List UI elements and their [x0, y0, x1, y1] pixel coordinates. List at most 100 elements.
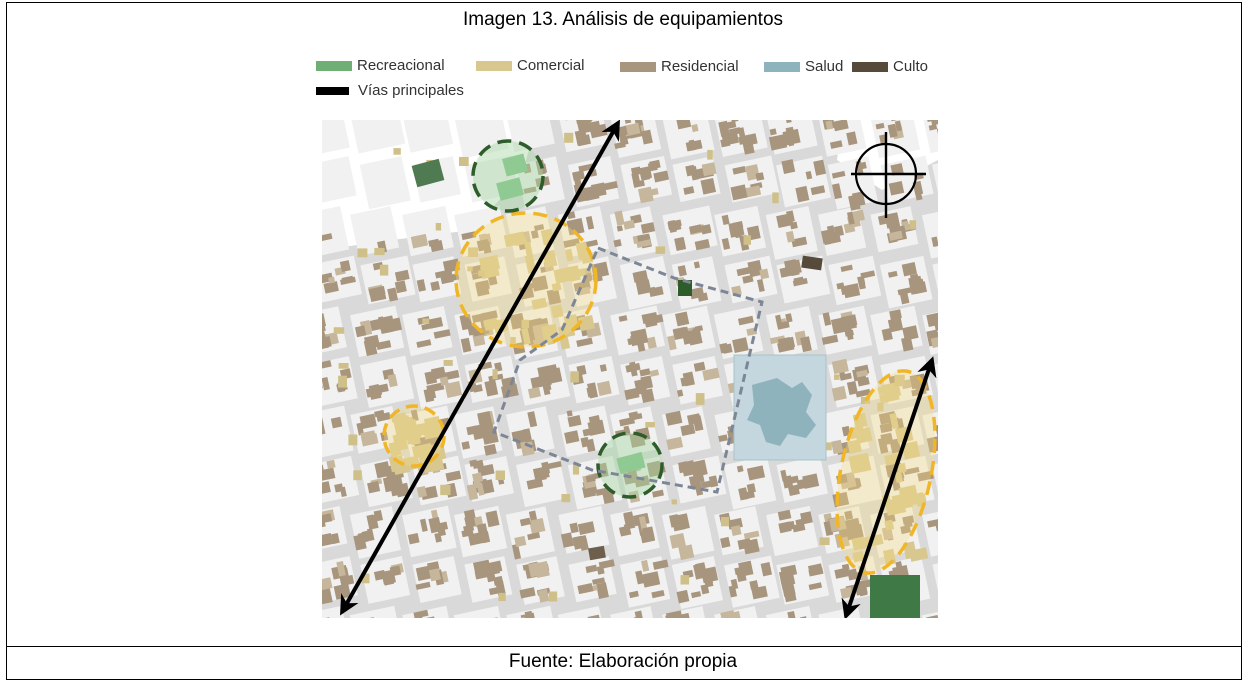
building-footprint [887, 270, 898, 278]
commercial-footprint [338, 363, 349, 369]
building-footprint [638, 166, 653, 180]
building-footprint [641, 129, 653, 145]
building-footprint [328, 276, 336, 284]
building-footprint [808, 582, 823, 591]
legend-label-salud: Salud [805, 58, 844, 75]
commercial-footprint [564, 132, 574, 143]
building-footprint [932, 331, 938, 339]
legend-swatch-residencial [620, 61, 656, 72]
building-footprint [742, 139, 755, 155]
building-footprint [323, 281, 339, 294]
figure-frame [6, 2, 1242, 680]
commercial-footprint [909, 220, 917, 230]
commercial-footprint [680, 575, 690, 585]
building-footprint [718, 120, 730, 138]
building-footprint [529, 518, 546, 534]
city-block [672, 355, 723, 405]
building-footprint [640, 388, 655, 403]
legend-swatch-culto [852, 61, 888, 72]
building-footprint [846, 211, 855, 225]
building-footprint [742, 274, 754, 284]
building-footprint [792, 277, 808, 287]
building-footprint [683, 186, 695, 195]
building-footprint [888, 230, 903, 241]
building-footprint [619, 416, 636, 427]
building-footprint [833, 225, 845, 237]
building-footprint [781, 159, 796, 174]
building-footprint [637, 186, 654, 204]
building-footprint [810, 185, 826, 196]
building-footprint [787, 484, 800, 497]
building-footprint [897, 286, 915, 296]
building-footprint [682, 371, 695, 387]
building-footprint [805, 170, 813, 180]
city-block [879, 255, 933, 309]
building-footprint [679, 612, 691, 618]
building-footprint [720, 138, 731, 148]
building-footprint [700, 224, 712, 235]
building-footprint [689, 224, 703, 234]
building-footprint [666, 436, 684, 451]
building-footprint [700, 178, 717, 195]
building-footprint [768, 134, 788, 151]
building-footprint [787, 137, 795, 147]
building-footprint [821, 334, 839, 345]
commercial-footprint [374, 247, 385, 256]
building-footprint [744, 185, 762, 198]
building-footprint [728, 585, 738, 598]
commercial-footprint [379, 264, 389, 276]
legend-item-culto: Culto [852, 58, 928, 75]
building-footprint [890, 163, 904, 176]
building-footprint [641, 559, 650, 572]
building-footprint [634, 610, 644, 618]
building-footprint [700, 584, 710, 595]
building-footprint [831, 439, 844, 455]
building-footprint [690, 591, 702, 599]
building-footprint [322, 377, 330, 391]
building-footprint [650, 188, 659, 196]
building-footprint [674, 311, 690, 327]
building-footprint [721, 237, 731, 250]
equipment-analysis-map [322, 120, 938, 618]
building-footprint [322, 360, 332, 369]
building-footprint [334, 483, 344, 493]
building-footprint [928, 124, 938, 131]
building-footprint [623, 120, 632, 124]
building-footprint [813, 159, 827, 176]
map-legend: Recreacional Comercial Residencial Salud… [0, 0, 1246, 110]
commercial-footprint [393, 148, 401, 155]
building-footprint [749, 580, 759, 590]
legend-label-vias-principales: Vías principales [358, 82, 464, 99]
building-footprint [676, 389, 684, 397]
building-footprint [746, 465, 766, 481]
building-footprint [840, 264, 853, 272]
building-footprint [643, 314, 658, 328]
commercial-footprint [440, 484, 451, 496]
commercial-footprint [443, 360, 453, 366]
building-footprint [800, 336, 812, 353]
building-footprint [702, 367, 720, 381]
commercial-footprint [498, 592, 506, 602]
building-footprint [630, 328, 649, 346]
legend-swatch-comercial [476, 60, 512, 71]
building-footprint [894, 120, 903, 132]
building-footprint [783, 586, 797, 603]
legend-swatch-recreacional [316, 60, 352, 71]
building-footprint [887, 123, 898, 138]
building-footprint [788, 259, 800, 277]
building-footprint [786, 210, 795, 223]
legend-item-recreacional: Recreacional [316, 57, 445, 74]
building-footprint [651, 589, 665, 599]
building-footprint [640, 222, 656, 234]
legend-label-culto: Culto [893, 58, 929, 75]
city-block [723, 455, 777, 510]
building-footprint [831, 385, 847, 402]
commercial-footprint [707, 149, 713, 160]
building-footprint [691, 123, 699, 133]
building-footprint [720, 610, 737, 618]
building-footprint [742, 538, 760, 555]
commercial-footprint [422, 318, 430, 324]
building-footprint [697, 292, 709, 302]
commercial-footprint [435, 223, 442, 231]
city-block [322, 120, 350, 157]
